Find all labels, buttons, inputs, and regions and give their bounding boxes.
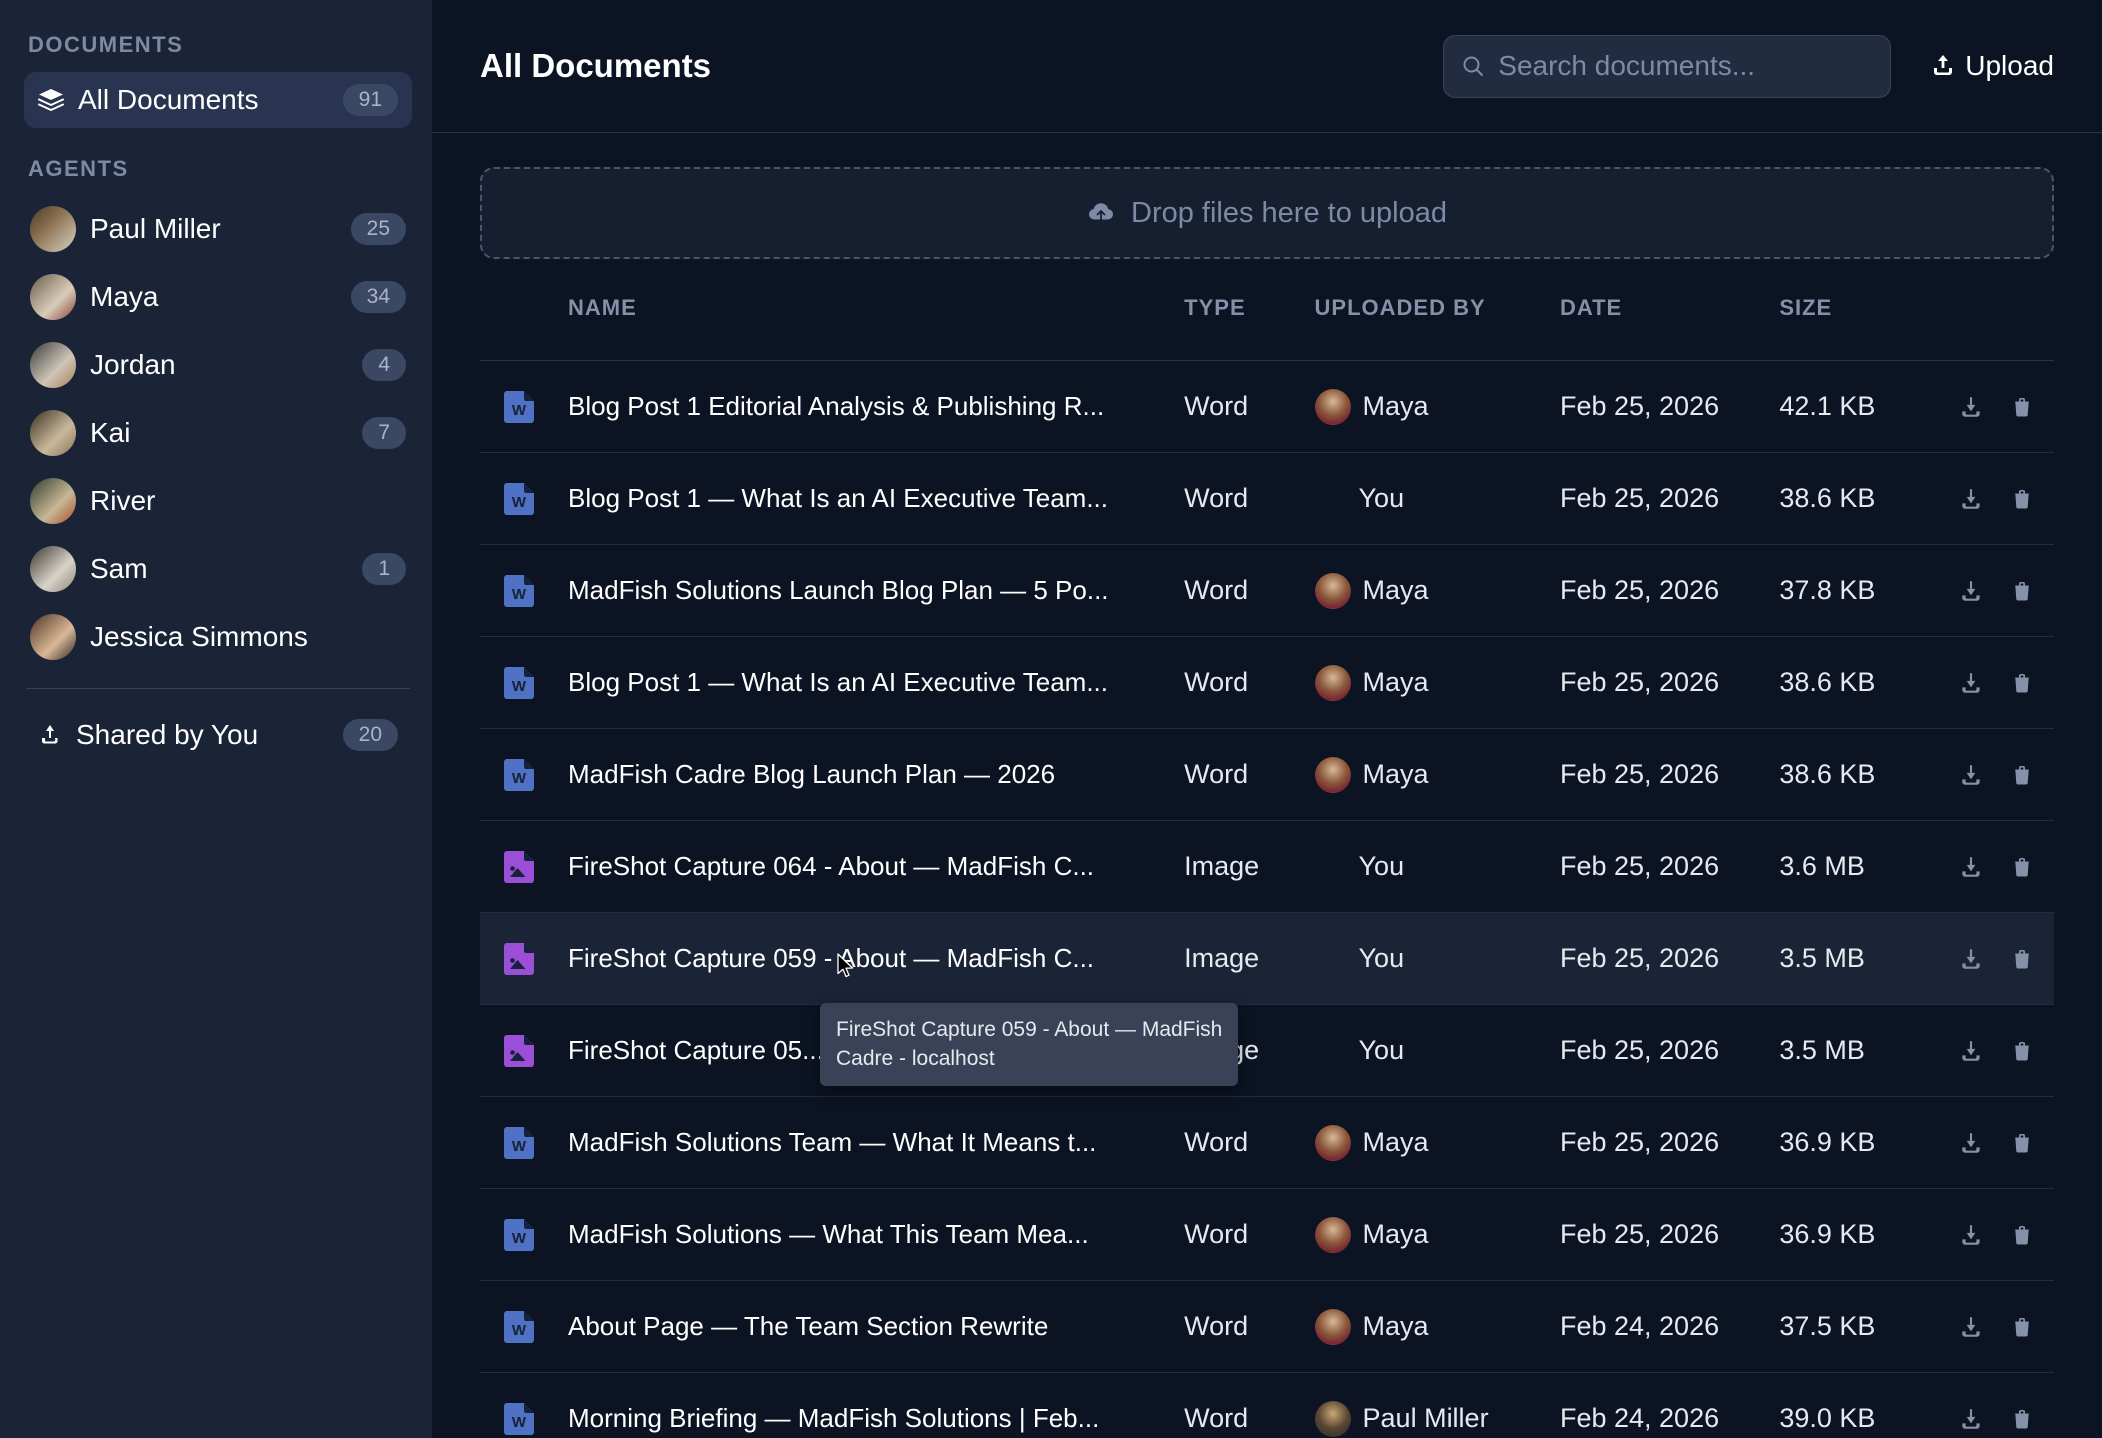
svg-text:W: W [512,1138,527,1155]
svg-text:W: W [512,1230,527,1247]
svg-text:W: W [512,1414,527,1431]
svg-text:W: W [512,402,527,419]
svg-text:W: W [512,770,527,787]
svg-text:W: W [512,678,527,695]
svg-text:W: W [512,586,527,603]
svg-text:W: W [512,1322,527,1339]
svg-text:W: W [512,494,527,511]
